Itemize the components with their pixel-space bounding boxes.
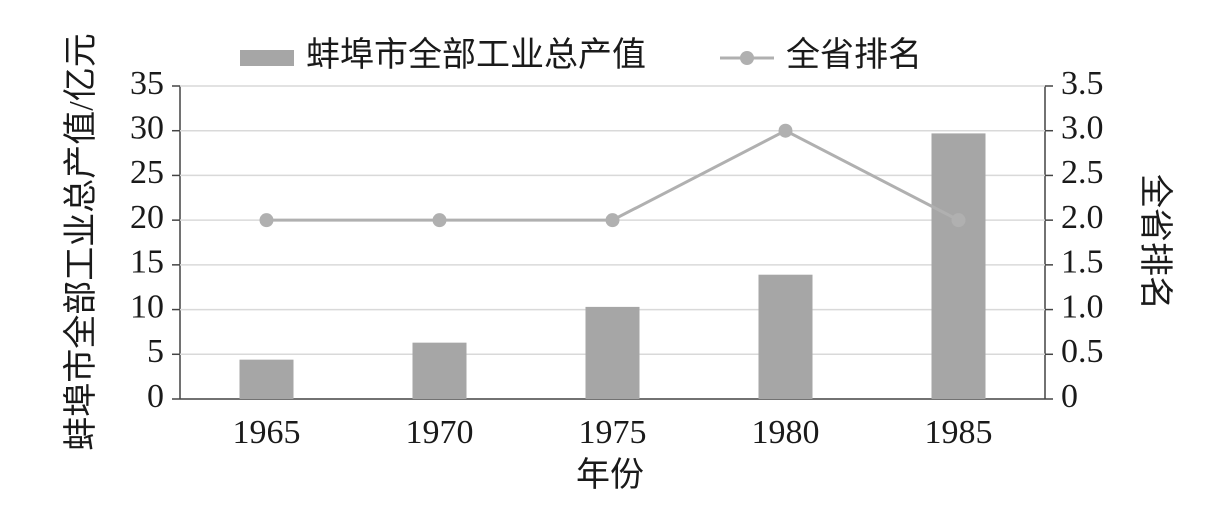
y-tick-label: 35 <box>130 65 164 102</box>
line-point <box>951 213 966 228</box>
x-tick-label: 1980 <box>752 414 820 451</box>
y2-tick-label: 2.0 <box>1061 199 1104 236</box>
line-point <box>432 213 447 228</box>
y2-tick-label: 3.0 <box>1061 110 1104 147</box>
bar <box>585 306 640 399</box>
bar <box>239 359 294 399</box>
legend-swatch <box>740 51 754 65</box>
line-point <box>259 213 274 228</box>
line-point <box>605 213 620 228</box>
legend-label: 全省排名 <box>786 36 922 74</box>
y2-tick-label: 0 <box>1061 378 1078 415</box>
y-tick-label: 25 <box>130 154 164 191</box>
line-point <box>778 123 793 138</box>
y-tick-label: 30 <box>130 110 164 147</box>
bar <box>412 342 467 399</box>
bar <box>931 133 986 399</box>
legend-swatch <box>240 50 294 66</box>
y-tick-label: 20 <box>130 199 164 236</box>
y-tick-label: 15 <box>130 244 164 281</box>
y2-tick-label: 3.5 <box>1061 65 1104 102</box>
y2-tick-label: 1.0 <box>1061 288 1104 325</box>
y2-tick-label: 2.5 <box>1061 154 1104 191</box>
y-tick-label: 0 <box>147 378 164 415</box>
y-tick-label: 10 <box>130 288 164 325</box>
y-tick-label: 5 <box>147 333 164 370</box>
y2-tick-label: 0.5 <box>1061 333 1104 370</box>
x-tick-label: 1985 <box>925 414 993 451</box>
x-tick-label: 1975 <box>579 414 647 451</box>
legend-label: 蚌埠市全部工业总产值 <box>306 36 646 74</box>
x-tick-label: 1965 <box>233 414 301 451</box>
y2-axis-label: 全省排名 <box>1136 174 1174 310</box>
y-axis-label: 蚌埠市全部工业总产值/亿元 <box>62 33 100 450</box>
x-tick-label: 1970 <box>406 414 474 451</box>
bar <box>758 274 813 399</box>
y2-tick-label: 1.5 <box>1061 244 1104 281</box>
x-axis-label: 年份 <box>576 456 644 494</box>
